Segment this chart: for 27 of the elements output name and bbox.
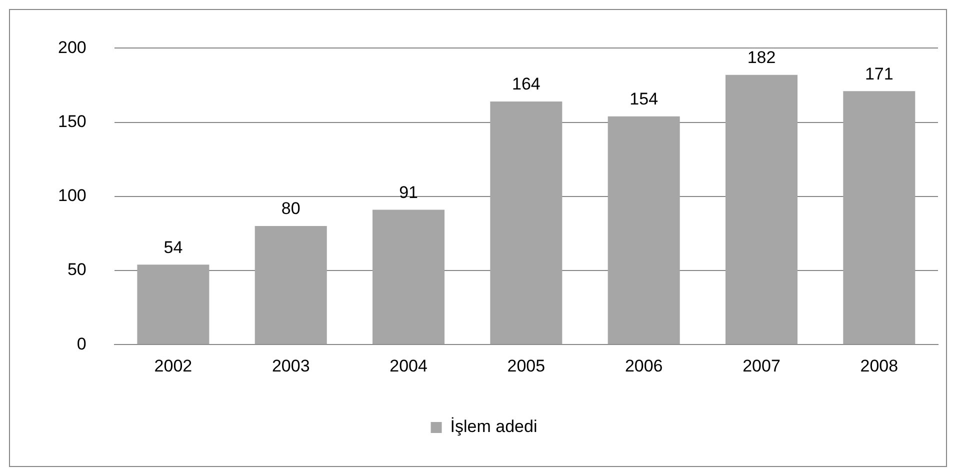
x-tick-label: 2004: [390, 356, 428, 376]
data-label: 171: [864, 64, 894, 84]
x-tick-label: 2008: [860, 356, 898, 376]
x-tick-label: 2007: [742, 356, 780, 376]
bar: [608, 116, 680, 344]
y-tick-label: 0: [76, 334, 86, 354]
bar: [843, 91, 916, 344]
y-tick-label: 100: [58, 186, 86, 206]
bar: [254, 226, 327, 344]
data-label: 54: [164, 238, 183, 257]
data-label: 91: [399, 182, 418, 202]
x-tick-label: 2006: [624, 356, 663, 376]
bar: [490, 102, 562, 344]
legend-label: İşlem adedi: [450, 417, 538, 436]
x-tick-label: 2005: [507, 356, 546, 376]
data-label: 154: [630, 90, 658, 109]
data-label: 164: [512, 74, 540, 94]
y-tick-label: 50: [67, 260, 86, 280]
bar: [372, 210, 445, 344]
bar: [137, 264, 210, 344]
data-label: 182: [747, 48, 776, 68]
x-tick-label: 2002: [154, 356, 192, 376]
y-tick-label: 150: [58, 112, 86, 131]
bar: [726, 74, 798, 344]
y-tick-label: 200: [58, 38, 86, 57]
data-label: 80: [281, 199, 300, 218]
x-tick-label: 2003: [272, 356, 310, 376]
